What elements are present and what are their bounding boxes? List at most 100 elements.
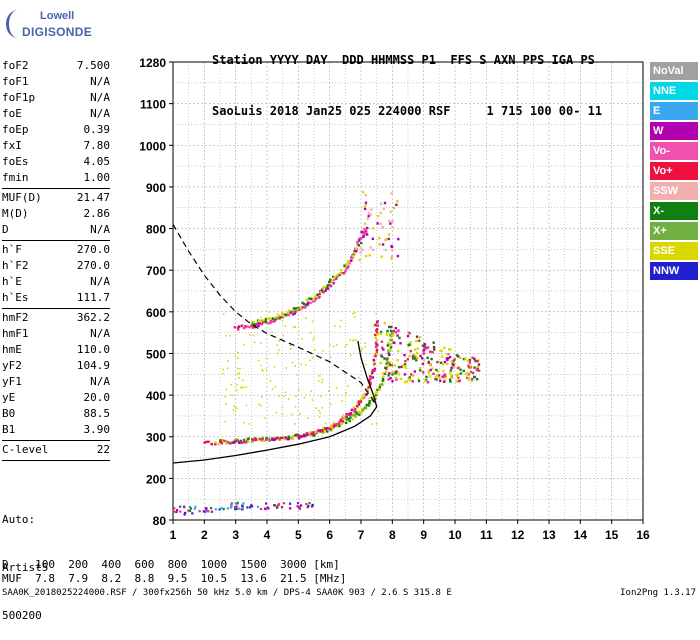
es-echo-point <box>230 505 233 508</box>
spread-f-point <box>466 371 469 375</box>
o-trace-point <box>369 377 372 380</box>
spread-echo-point <box>289 344 292 347</box>
param-row: foEp 0.39 <box>2 122 110 138</box>
spread-f-point <box>388 363 392 366</box>
param-row: h`E N/A <box>2 274 110 290</box>
y-tick-label: 80 <box>153 514 167 528</box>
second-hop-point <box>261 321 265 324</box>
x-trace-point <box>378 385 381 389</box>
second-hop-point <box>332 281 335 285</box>
spread-f-point <box>424 379 427 383</box>
o-trace-point <box>371 371 374 375</box>
o-trace-point <box>376 333 379 336</box>
o-trace-point <box>240 441 243 445</box>
high-spread-point <box>384 238 388 241</box>
spread-f-point <box>471 356 474 360</box>
second-hop-point <box>350 259 353 262</box>
o-trace-point <box>339 418 343 421</box>
logo-line2: DIGISONDE <box>22 25 93 39</box>
spread-f-point <box>387 325 391 329</box>
spread-f-point <box>408 376 411 379</box>
o-trace-point <box>310 431 314 434</box>
spread-f-point <box>405 380 408 383</box>
spread-f-point <box>387 352 390 355</box>
o-trace-point <box>297 434 300 438</box>
second-hop-point <box>366 226 369 230</box>
x-trace-point <box>360 410 364 414</box>
spread-f-point <box>446 353 449 356</box>
logo-line1: Lowell <box>40 10 75 22</box>
spread-echo-point <box>304 364 307 366</box>
second-hop-point <box>293 312 296 315</box>
param-separator <box>2 240 110 241</box>
spread-f-point <box>429 350 432 353</box>
spread-echo-point <box>242 386 245 389</box>
legend-entry: W <box>650 122 698 140</box>
param-value: 7.500 <box>76 59 110 72</box>
spread-f-point <box>380 340 384 343</box>
param-value: 20.0 <box>83 391 111 404</box>
x-trace-point <box>296 436 300 439</box>
x-trace-point <box>388 348 392 352</box>
spread-f-point <box>385 367 388 370</box>
spread-f-point <box>449 348 452 351</box>
es-echo-point <box>250 505 254 508</box>
x-tick-label: 6 <box>326 528 333 542</box>
spread-echo-point <box>321 381 323 384</box>
legend-entry: X- <box>650 202 698 220</box>
spread-f-point <box>391 370 394 374</box>
spread-echo-point <box>317 380 320 382</box>
spread-f-point <box>414 355 418 359</box>
o-trace-point <box>369 374 372 378</box>
second-hop-x-point <box>357 244 361 247</box>
o-trace-point <box>306 433 310 436</box>
spread-echo-point <box>339 325 341 328</box>
o-trace-point <box>205 440 208 444</box>
x-trace-point <box>389 346 393 349</box>
y-tick-label: 700 <box>146 264 166 278</box>
second-hop-point <box>362 233 366 237</box>
spread-f-point <box>379 332 382 336</box>
spread-f-point <box>391 380 394 383</box>
high-spread-point <box>380 255 383 258</box>
spread-f-point <box>399 377 403 381</box>
o-trace-point <box>374 333 377 337</box>
param-row: foF1 N/A <box>2 74 110 90</box>
second-hop-point <box>313 299 317 302</box>
x-trace-point <box>265 436 268 440</box>
param-value: 1.00 <box>83 171 111 184</box>
spread-echo-point <box>345 392 348 394</box>
x-trace-point <box>323 429 326 432</box>
spread-f-point <box>409 373 413 376</box>
spread-echo-point <box>375 312 378 315</box>
o-trace-point <box>314 430 317 434</box>
digisonde-logo: Lowell DIGISONDE <box>0 6 93 46</box>
second-hop-x-point <box>326 284 329 287</box>
y-tick-label: 400 <box>146 389 166 403</box>
second-hop-x-point <box>345 263 349 266</box>
x-trace-point <box>350 414 354 417</box>
spread-echo-point <box>295 395 297 397</box>
spread-f-point <box>439 361 443 364</box>
spread-f-point <box>409 349 413 353</box>
spread-f-point <box>418 336 422 339</box>
x-trace-point <box>326 429 329 433</box>
x-trace-point <box>389 338 392 342</box>
x-trace-point <box>368 400 371 403</box>
spread-echo-point <box>226 360 229 362</box>
spread-f-point <box>458 366 461 369</box>
x-trace-point <box>368 402 371 405</box>
spread-f-point <box>418 366 422 370</box>
spread-f-point <box>396 359 399 362</box>
high-spread-point <box>362 235 365 238</box>
o-trace-point <box>255 438 258 441</box>
spread-f-point <box>393 370 396 374</box>
spread-f-point <box>436 360 439 364</box>
spread-echo-point <box>284 325 287 327</box>
y-tick-label: 200 <box>146 472 166 486</box>
second-hop-point <box>244 324 247 328</box>
o-trace-point <box>350 408 354 412</box>
es-echo-point <box>238 507 241 510</box>
param-value: N/A <box>90 275 110 288</box>
spread-echo-point <box>224 420 227 423</box>
